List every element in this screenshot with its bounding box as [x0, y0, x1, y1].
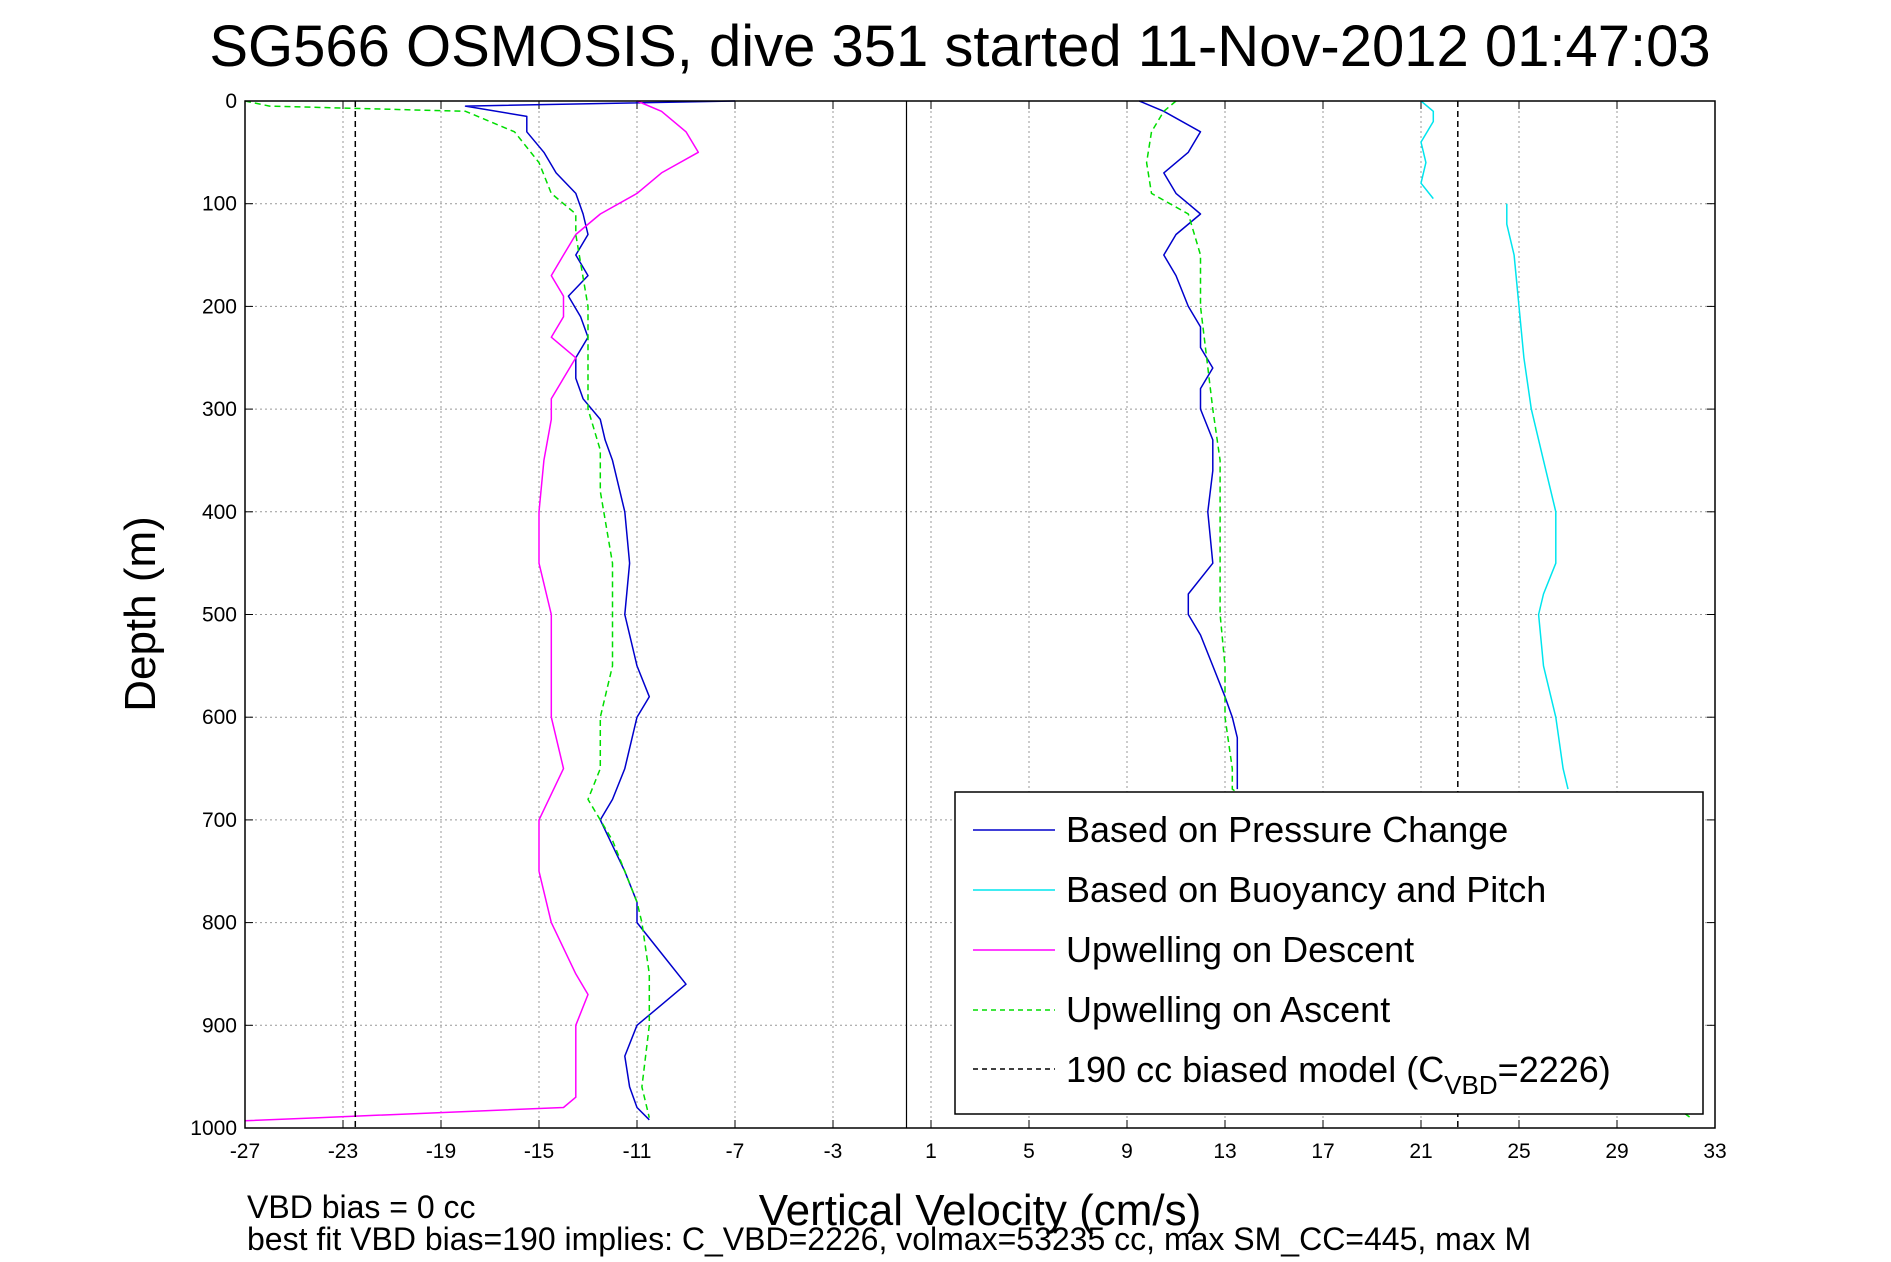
x-tick-label: 25 — [1507, 1140, 1530, 1163]
x-tick-label: -15 — [524, 1140, 554, 1163]
legend-label-0: Based on Pressure Change — [1066, 809, 1508, 850]
x-tick-label: 1 — [925, 1140, 937, 1163]
x-tick-label: 9 — [1121, 1140, 1133, 1163]
y-tick-label: 800 — [202, 912, 237, 935]
x-tick-label: 17 — [1311, 1140, 1334, 1163]
legend-model-suffix: =2226) — [1498, 1049, 1611, 1090]
series-line-2 — [244, 100, 700, 1122]
series-line-3 — [244, 100, 651, 1118]
plot-frame — [244, 100, 1716, 1129]
legend-label-1: Based on Buoyancy and Pitch — [1066, 869, 1546, 910]
series-line-1 — [1506, 203, 1569, 790]
series-line-3 — [1145, 100, 1691, 1119]
y-tick-label: 200 — [202, 295, 237, 318]
y-tick-label: 700 — [202, 809, 237, 832]
legend-label-2: Upwelling on Descent — [1066, 929, 1414, 970]
y-tick-label: 500 — [202, 604, 237, 627]
x-tick-label: 33 — [1703, 1140, 1726, 1163]
y-axis-label: Depth (m) — [116, 516, 165, 712]
y-tick-labels: 0 100 200 300 400 500 600 700 800 900 1000 — [190, 90, 237, 1140]
x-tick-label: 13 — [1213, 1140, 1236, 1163]
x-tick-label: -3 — [824, 1140, 843, 1163]
y-tick-label: 1000 — [190, 1117, 237, 1140]
footer-line-2: best fit VBD bias=190 implies: C_VBD=222… — [247, 1221, 1531, 1257]
chart-title: SG566 OSMOSIS, dive 351 started 11-Nov-2… — [209, 14, 1710, 79]
legend-model-prefix: 190 cc biased model (C — [1066, 1049, 1444, 1090]
y-tick-label: 900 — [202, 1014, 237, 1037]
x-tick-label: 21 — [1409, 1140, 1432, 1163]
legend: Based on Pressure Change Based on Buoyanc… — [954, 791, 1704, 1115]
x-tick-label: -27 — [230, 1140, 260, 1163]
legend-model-subscript: VBD — [1444, 1070, 1497, 1100]
x-tick-labels: -27 -23 -19 -15 -11 -7 -3 1 5 9 13 17 21 25 29 33 — [230, 1140, 1727, 1163]
y-tick-label: 300 — [202, 398, 237, 421]
x-tick-label: -7 — [726, 1140, 745, 1163]
x-tick-label: -11 — [623, 1140, 652, 1163]
series-line-0 — [464, 100, 736, 1121]
footer-line-1: VBD bias = 0 cc — [247, 1189, 476, 1225]
x-tick-label: 5 — [1023, 1140, 1035, 1163]
y-tick-label: 0 — [225, 90, 237, 113]
y-tick-label: 600 — [202, 706, 237, 729]
x-axis-label: Vertical Velocity (cm/s) — [759, 1186, 1202, 1235]
x-tick-label: -23 — [328, 1140, 358, 1163]
y-tick-label: 400 — [202, 501, 237, 524]
legend-entries: Based on Pressure Change Based on Buoyanc… — [973, 809, 1546, 1030]
legend-label-model: 190 cc biased model (CVBD=2226) — [1066, 1049, 1611, 1100]
x-tick-label: -19 — [426, 1140, 456, 1163]
x-tick-label: 29 — [1605, 1140, 1628, 1163]
legend-box — [954, 791, 1704, 1115]
y-tick-label: 100 — [202, 193, 237, 216]
series-line-1 — [1420, 100, 1435, 200]
legend-label-3: Upwelling on Ascent — [1066, 989, 1390, 1030]
series-line-0 — [1139, 100, 1239, 790]
